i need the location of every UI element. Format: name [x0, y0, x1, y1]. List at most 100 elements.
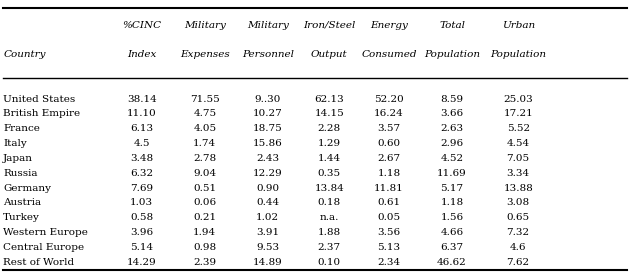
Text: 62.13: 62.13 — [314, 95, 344, 104]
Text: Rest of World: Rest of World — [3, 258, 74, 267]
Text: Central Europe: Central Europe — [3, 243, 84, 252]
Text: 0.98: 0.98 — [193, 243, 216, 252]
Text: 9.53: 9.53 — [256, 243, 279, 252]
Text: 3.48: 3.48 — [130, 154, 153, 163]
Text: Output: Output — [311, 50, 348, 59]
Text: Italy: Italy — [3, 139, 27, 148]
Text: Western Europe: Western Europe — [3, 228, 88, 237]
Text: 1.44: 1.44 — [318, 154, 341, 163]
Text: %CINC: %CINC — [122, 21, 161, 29]
Text: 3.08: 3.08 — [507, 198, 530, 207]
Text: 1.88: 1.88 — [318, 228, 341, 237]
Text: Military: Military — [184, 21, 226, 29]
Text: 5.17: 5.17 — [440, 183, 464, 193]
Text: 0.90: 0.90 — [256, 183, 279, 193]
Text: Consumed: Consumed — [361, 50, 417, 59]
Text: 17.21: 17.21 — [503, 110, 533, 118]
Text: 3.56: 3.56 — [377, 228, 401, 237]
Text: Germany: Germany — [3, 183, 51, 193]
Text: 10.27: 10.27 — [253, 110, 283, 118]
Text: Military: Military — [247, 21, 289, 29]
Text: 4.5: 4.5 — [134, 139, 150, 148]
Text: 9..30: 9..30 — [255, 95, 281, 104]
Text: 9.04: 9.04 — [193, 169, 216, 178]
Text: 0.06: 0.06 — [193, 198, 216, 207]
Text: 6.13: 6.13 — [130, 124, 153, 133]
Text: 1.74: 1.74 — [193, 139, 216, 148]
Text: n.a.: n.a. — [319, 213, 339, 222]
Text: 2.96: 2.96 — [440, 139, 464, 148]
Text: 0.10: 0.10 — [318, 258, 341, 267]
Text: 1.18: 1.18 — [440, 198, 464, 207]
Text: 5.52: 5.52 — [507, 124, 530, 133]
Text: 11.10: 11.10 — [127, 110, 157, 118]
Text: Expenses: Expenses — [180, 50, 229, 59]
Text: 4.6: 4.6 — [510, 243, 527, 252]
Text: 52.20: 52.20 — [374, 95, 404, 104]
Text: 3.66: 3.66 — [440, 110, 464, 118]
Text: 2.28: 2.28 — [318, 124, 341, 133]
Text: Turkey: Turkey — [3, 213, 40, 222]
Text: 3.57: 3.57 — [377, 124, 401, 133]
Text: 0.60: 0.60 — [377, 139, 401, 148]
Text: 7.62: 7.62 — [507, 258, 530, 267]
Text: 13.84: 13.84 — [314, 183, 344, 193]
Text: 0.18: 0.18 — [318, 198, 341, 207]
Text: 2.34: 2.34 — [377, 258, 401, 267]
Text: 0.21: 0.21 — [193, 213, 216, 222]
Text: 2.78: 2.78 — [193, 154, 216, 163]
Text: Population: Population — [490, 50, 546, 59]
Text: 0.05: 0.05 — [377, 213, 401, 222]
Text: 46.62: 46.62 — [437, 258, 467, 267]
Text: 4.52: 4.52 — [440, 154, 464, 163]
Text: 25.03: 25.03 — [503, 95, 533, 104]
Text: Japan: Japan — [3, 154, 33, 163]
Text: 7.05: 7.05 — [507, 154, 530, 163]
Text: 5.14: 5.14 — [130, 243, 153, 252]
Text: 14.89: 14.89 — [253, 258, 283, 267]
Text: United States: United States — [3, 95, 76, 104]
Text: 1.03: 1.03 — [130, 198, 153, 207]
Text: 0.65: 0.65 — [507, 213, 530, 222]
Text: Index: Index — [127, 50, 156, 59]
Text: 0.51: 0.51 — [193, 183, 216, 193]
Text: 6.37: 6.37 — [440, 243, 464, 252]
Text: Total: Total — [439, 21, 465, 29]
Text: 3.96: 3.96 — [130, 228, 153, 237]
Text: 1.18: 1.18 — [377, 169, 401, 178]
Text: Population: Population — [424, 50, 480, 59]
Text: 1.29: 1.29 — [318, 139, 341, 148]
Text: 2.63: 2.63 — [440, 124, 464, 133]
Text: 0.44: 0.44 — [256, 198, 279, 207]
Text: 13.88: 13.88 — [503, 183, 533, 193]
Text: 14.15: 14.15 — [314, 110, 344, 118]
Text: 6.32: 6.32 — [130, 169, 153, 178]
Text: 2.67: 2.67 — [377, 154, 401, 163]
Text: Energy: Energy — [370, 21, 408, 29]
Text: 4.54: 4.54 — [507, 139, 530, 148]
Text: 4.66: 4.66 — [440, 228, 464, 237]
Text: 1.94: 1.94 — [193, 228, 216, 237]
Text: British Empire: British Empire — [3, 110, 80, 118]
Text: Urban: Urban — [501, 21, 535, 29]
Text: 4.75: 4.75 — [193, 110, 216, 118]
Text: Personnel: Personnel — [242, 50, 294, 59]
Text: 3.34: 3.34 — [507, 169, 530, 178]
Text: 0.58: 0.58 — [130, 213, 153, 222]
Text: 2.39: 2.39 — [193, 258, 216, 267]
Text: 4.05: 4.05 — [193, 124, 216, 133]
Text: 12.29: 12.29 — [253, 169, 283, 178]
Text: 14.29: 14.29 — [127, 258, 157, 267]
Text: 15.86: 15.86 — [253, 139, 283, 148]
Text: 8.59: 8.59 — [440, 95, 464, 104]
Text: 1.56: 1.56 — [440, 213, 464, 222]
Text: 2.43: 2.43 — [256, 154, 279, 163]
Text: 18.75: 18.75 — [253, 124, 283, 133]
Text: 2.37: 2.37 — [318, 243, 341, 252]
Text: 38.14: 38.14 — [127, 95, 157, 104]
Text: 0.61: 0.61 — [377, 198, 401, 207]
Text: 11.81: 11.81 — [374, 183, 404, 193]
Text: Austria: Austria — [3, 198, 42, 207]
Text: 1.02: 1.02 — [256, 213, 279, 222]
Text: 71.55: 71.55 — [190, 95, 220, 104]
